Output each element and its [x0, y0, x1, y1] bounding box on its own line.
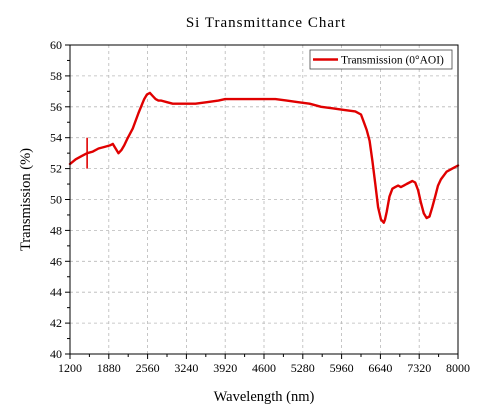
x-tick-label: 1880 [97, 361, 121, 375]
y-tick-label: 50 [50, 193, 62, 207]
y-tick-label: 58 [50, 69, 62, 83]
x-axis-title: Wavelength (nm) [214, 389, 315, 405]
y-tick-label: 48 [50, 223, 62, 237]
y-tick-label: 40 [50, 347, 62, 361]
x-tick-label: 6640 [368, 361, 392, 375]
x-tick-label: 3240 [174, 361, 198, 375]
y-axis-title: Transmission (%) [18, 148, 34, 251]
x-tick-label: 8000 [446, 361, 470, 375]
y-tick-label: 60 [50, 38, 62, 52]
x-tick-label: 1200 [58, 361, 82, 375]
y-tick-label: 42 [50, 316, 62, 330]
series-layer [68, 91, 460, 224]
grid [70, 45, 458, 354]
x-tick-label: 2560 [136, 361, 160, 375]
ticks: 1200 1880 2560 3240 3920 4600 5280 5960 6640 7320… [50, 38, 470, 375]
legend: Transmission (0°AOI) [309, 49, 453, 70]
x-tick-label: 5280 [291, 361, 315, 375]
x-tick-label: 5960 [330, 361, 354, 375]
x-tick-label: 3920 [213, 361, 237, 375]
chart-title: Si Transmittance Chart [186, 15, 346, 31]
legend-label: Transmission (0°AOI) [341, 55, 444, 67]
y-tick-label: 52 [50, 162, 62, 176]
x-tick-label: 7320 [407, 361, 431, 375]
y-tick-label: 54 [50, 131, 62, 145]
y-tick-label: 46 [50, 254, 62, 268]
series-line-0 [68, 91, 460, 224]
y-tick-label: 44 [50, 285, 62, 299]
x-tick-label: 4600 [252, 361, 276, 375]
legend-box [309, 49, 453, 70]
y-tick-label: 56 [50, 100, 62, 114]
